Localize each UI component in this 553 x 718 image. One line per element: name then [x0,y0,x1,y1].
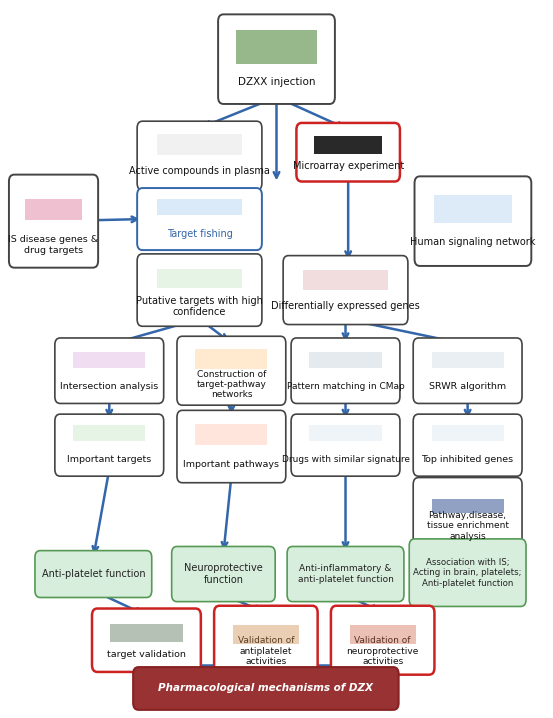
FancyBboxPatch shape [218,14,335,104]
FancyBboxPatch shape [413,338,522,404]
FancyBboxPatch shape [137,121,262,190]
Text: Neuroprotective
function: Neuroprotective function [184,563,263,585]
FancyBboxPatch shape [214,606,317,675]
Text: Pathway,disease,
tissue enrichment
analysis: Pathway,disease, tissue enrichment analy… [426,511,509,541]
FancyBboxPatch shape [331,606,435,675]
FancyBboxPatch shape [236,30,317,64]
Text: SRWR algorithm: SRWR algorithm [429,382,506,391]
FancyBboxPatch shape [177,336,286,405]
FancyBboxPatch shape [35,551,152,597]
FancyBboxPatch shape [434,195,512,223]
FancyBboxPatch shape [137,188,262,250]
FancyBboxPatch shape [431,425,504,442]
FancyBboxPatch shape [111,624,182,642]
Text: Pharmacological mechanisms of DZX: Pharmacological mechanisms of DZX [158,684,373,694]
FancyBboxPatch shape [349,625,416,643]
Text: Putative targets with high
confidence: Putative targets with high confidence [136,296,263,317]
FancyBboxPatch shape [415,177,531,266]
FancyBboxPatch shape [73,425,145,442]
FancyBboxPatch shape [177,411,286,482]
Text: Anti-platelet function: Anti-platelet function [41,569,145,579]
FancyBboxPatch shape [296,123,400,182]
Text: Drugs with similar signature: Drugs with similar signature [281,455,410,464]
FancyBboxPatch shape [283,256,408,325]
FancyBboxPatch shape [9,174,98,268]
Text: Construction of
target-pathway
networks: Construction of target-pathway networks [196,370,267,399]
FancyBboxPatch shape [157,200,242,215]
Text: Microarray experiment: Microarray experiment [293,161,404,171]
Text: Anti-inflammatory &
anti-platelet function: Anti-inflammatory & anti-platelet functi… [298,564,393,584]
FancyBboxPatch shape [291,414,400,476]
FancyBboxPatch shape [137,254,262,326]
Text: Important targets: Important targets [67,455,152,464]
Text: Active compounds in plasma: Active compounds in plasma [129,166,270,176]
FancyBboxPatch shape [303,270,388,290]
FancyBboxPatch shape [55,414,164,476]
Text: Differentially expressed genes: Differentially expressed genes [271,301,420,310]
Text: IS disease genes &
drug targets: IS disease genes & drug targets [8,236,98,255]
FancyBboxPatch shape [73,352,145,368]
FancyBboxPatch shape [291,338,400,404]
FancyBboxPatch shape [92,609,201,672]
FancyBboxPatch shape [409,539,526,607]
FancyBboxPatch shape [133,667,399,710]
FancyBboxPatch shape [287,546,404,602]
FancyBboxPatch shape [55,338,164,404]
FancyBboxPatch shape [25,199,82,220]
Text: Association with IS;
Acting in brain, platelets;
Anti-platelet function: Association with IS; Acting in brain, pl… [413,558,522,587]
FancyBboxPatch shape [310,352,382,368]
FancyBboxPatch shape [310,425,382,442]
Text: Pattern matching in CMap: Pattern matching in CMap [286,382,404,391]
Text: Top inhibited genes: Top inhibited genes [421,455,514,464]
Text: Validation of
neuroprotective
activities: Validation of neuroprotective activities [347,636,419,666]
Text: Intersection analysis: Intersection analysis [60,382,158,391]
FancyBboxPatch shape [157,134,242,155]
FancyBboxPatch shape [314,136,382,154]
FancyBboxPatch shape [171,546,275,602]
Text: Important pathways: Important pathways [184,460,279,469]
FancyBboxPatch shape [431,499,504,513]
FancyBboxPatch shape [233,625,299,643]
Text: target validation: target validation [107,650,186,658]
FancyBboxPatch shape [195,424,268,444]
FancyBboxPatch shape [157,269,242,289]
Text: DZXX injection: DZXX injection [238,77,315,87]
FancyBboxPatch shape [413,414,522,476]
FancyBboxPatch shape [413,477,522,546]
Text: Human signaling network: Human signaling network [410,238,536,248]
Text: Target fishing: Target fishing [166,228,232,238]
FancyBboxPatch shape [195,350,268,369]
FancyBboxPatch shape [431,352,504,368]
Text: Validation of
antiplatelet
activities: Validation of antiplatelet activities [238,636,294,666]
